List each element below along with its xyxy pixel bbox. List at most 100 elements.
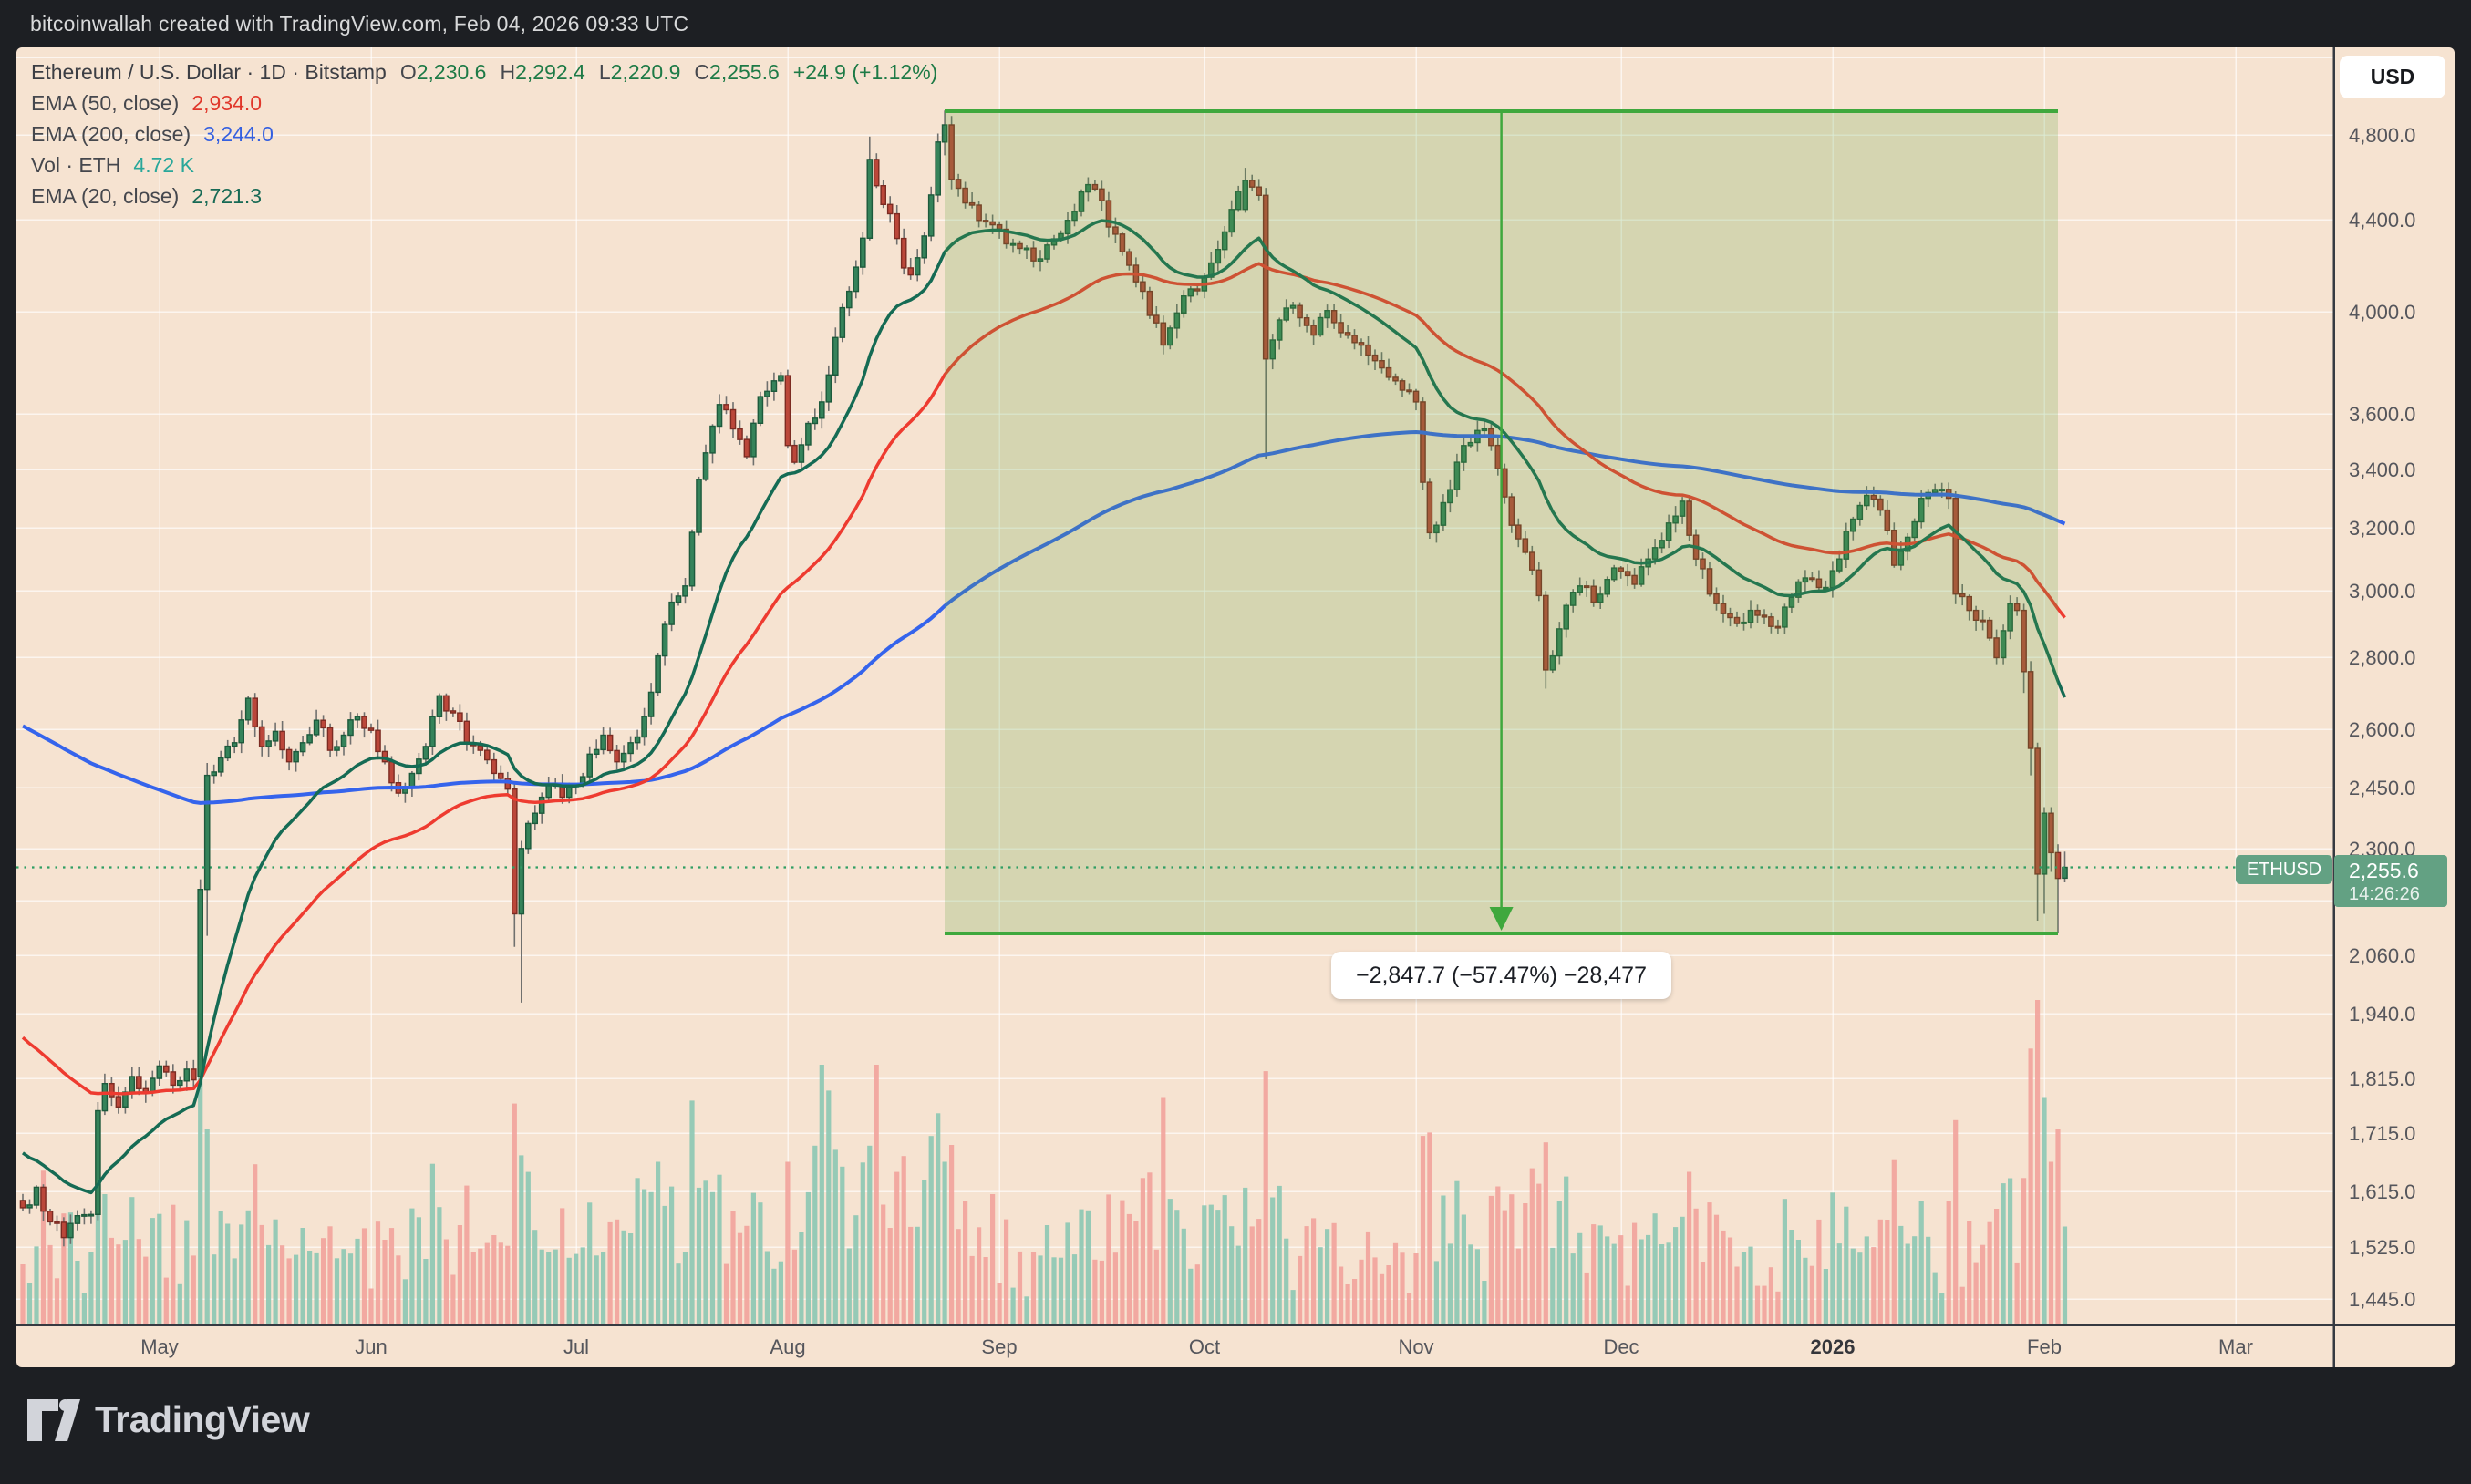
candle-body	[183, 1068, 191, 1082]
indicator-row-ema20[interactable]: EMA (20, close) 2,721.3	[31, 180, 937, 211]
candle-body	[484, 749, 491, 761]
candle-body	[1399, 380, 1406, 391]
indicator-row-ema200[interactable]: EMA (200, close) 3,244.0	[31, 119, 937, 149]
volume-bar	[1325, 1229, 1330, 1324]
time-tick-label: Aug	[770, 1335, 805, 1358]
time-axis[interactable]	[16, 1325, 2333, 1367]
volume-bar	[382, 1240, 388, 1324]
volume-bar	[2001, 1183, 2006, 1324]
candle-body	[1659, 540, 1665, 549]
volume-bar	[928, 1136, 934, 1324]
candle-body	[1338, 322, 1344, 334]
candle-body	[1528, 551, 1535, 571]
candle-body	[688, 531, 696, 587]
volume-bar	[642, 1189, 647, 1324]
candle-body	[40, 1186, 47, 1212]
volume-bar	[1126, 1213, 1132, 1324]
candle-body	[1091, 183, 1099, 191]
volume-bar	[1147, 1172, 1153, 1324]
volume-bar	[525, 1171, 531, 1324]
ohlc-high-key: H	[500, 60, 516, 84]
candle-body	[1262, 194, 1269, 360]
candle-body	[1952, 498, 1959, 595]
candle-body	[538, 796, 545, 814]
candle-body	[129, 1076, 136, 1093]
candle-body	[1993, 637, 2000, 659]
candle-body	[860, 237, 866, 268]
volume-bar	[1625, 1285, 1630, 1324]
candle-body	[1099, 188, 1105, 201]
volume-bar	[341, 1249, 346, 1324]
volume-bar	[191, 1255, 196, 1324]
candle-body	[723, 404, 729, 411]
last-price-badge: 2,255.6 14:26:26	[2334, 855, 2447, 907]
candle-body	[162, 1065, 170, 1073]
volume-bar	[334, 1258, 340, 1324]
volume-bar	[239, 1224, 244, 1324]
candle-body	[1085, 183, 1091, 193]
volume-bar	[1754, 1285, 1761, 1324]
currency-toggle-button[interactable]: USD	[2340, 56, 2445, 98]
volume-bar	[621, 1230, 626, 1324]
volume-bar	[812, 1145, 818, 1324]
volume-bar	[1311, 1218, 1317, 1324]
candle-body	[1235, 191, 1242, 211]
volume-bar	[1447, 1243, 1453, 1324]
volume-bar	[574, 1253, 579, 1324]
volume-bar	[785, 1161, 791, 1324]
volume-bar	[300, 1228, 305, 1324]
candle-body	[880, 184, 886, 205]
indicator-row-volume[interactable]: Vol · ETH 4.72 K	[31, 149, 937, 180]
volume-bar	[1836, 1243, 1842, 1324]
volume-bar	[1427, 1132, 1432, 1324]
price-tick-label: 3,000.0	[2349, 580, 2415, 603]
candle-body	[1754, 609, 1761, 616]
candle-body	[1590, 585, 1597, 603]
candlestick-chart[interactable]: 4,800.0 4,400.0 4,000.0 3,600.0 3,400.0 3,200…	[16, 47, 2455, 1367]
volume-bar	[1693, 1208, 1699, 1324]
candle-body	[2021, 609, 2027, 673]
candle-body	[586, 753, 593, 778]
volume-bar	[1051, 1257, 1057, 1324]
volume-bar	[1167, 1199, 1173, 1324]
candle-body	[900, 237, 907, 269]
indicator-row-ema50[interactable]: EMA (50, close) 2,934.0	[31, 88, 937, 119]
volume-bar	[1523, 1203, 1528, 1324]
time-tick-label: 2026	[1811, 1335, 1856, 1358]
countdown-timer: 14:26:26	[2349, 884, 2420, 904]
volume-bar	[1584, 1272, 1589, 1324]
volume-bar	[997, 1283, 1002, 1324]
indicator-label: EMA (200, close)	[31, 122, 191, 146]
candle-body	[1959, 593, 1966, 598]
ema200-line	[22, 430, 2066, 805]
candle-body	[1918, 498, 1925, 523]
price-tick-label: 1,445.0	[2349, 1288, 2415, 1311]
volume-bar	[1474, 1249, 1480, 1324]
tradingview-logo[interactable]: TradingView	[27, 1398, 310, 1441]
volume-bar	[1646, 1234, 1651, 1324]
volume-bar	[1713, 1214, 1720, 1324]
candle-body	[457, 712, 463, 722]
candle-body	[1556, 628, 1563, 657]
volume-bar	[805, 1191, 811, 1324]
candle-body	[914, 257, 921, 276]
volume-bar	[791, 1249, 797, 1324]
candle-body	[846, 290, 853, 309]
volume-bar	[1010, 1287, 1016, 1324]
volume-bar	[95, 1122, 100, 1324]
symbol-row[interactable]: Ethereum / U.S. Dollar · 1D · Bitstamp O…	[31, 57, 937, 88]
candle-body	[798, 444, 805, 463]
volume-bar	[1659, 1244, 1665, 1324]
price-axis[interactable]	[2334, 47, 2455, 1324]
volume-bar	[758, 1202, 763, 1324]
volume-bar	[1099, 1260, 1104, 1324]
volume-bar	[1700, 1262, 1706, 1324]
time-tick-label: Oct	[1189, 1335, 1220, 1358]
candle-body	[203, 774, 211, 891]
volume-bar	[232, 1258, 237, 1324]
candle-body	[258, 726, 265, 747]
volume-bar	[34, 1246, 39, 1324]
candle-body	[1890, 530, 1897, 566]
volume-bar	[1980, 1244, 1986, 1324]
volume-bar	[601, 1252, 606, 1324]
